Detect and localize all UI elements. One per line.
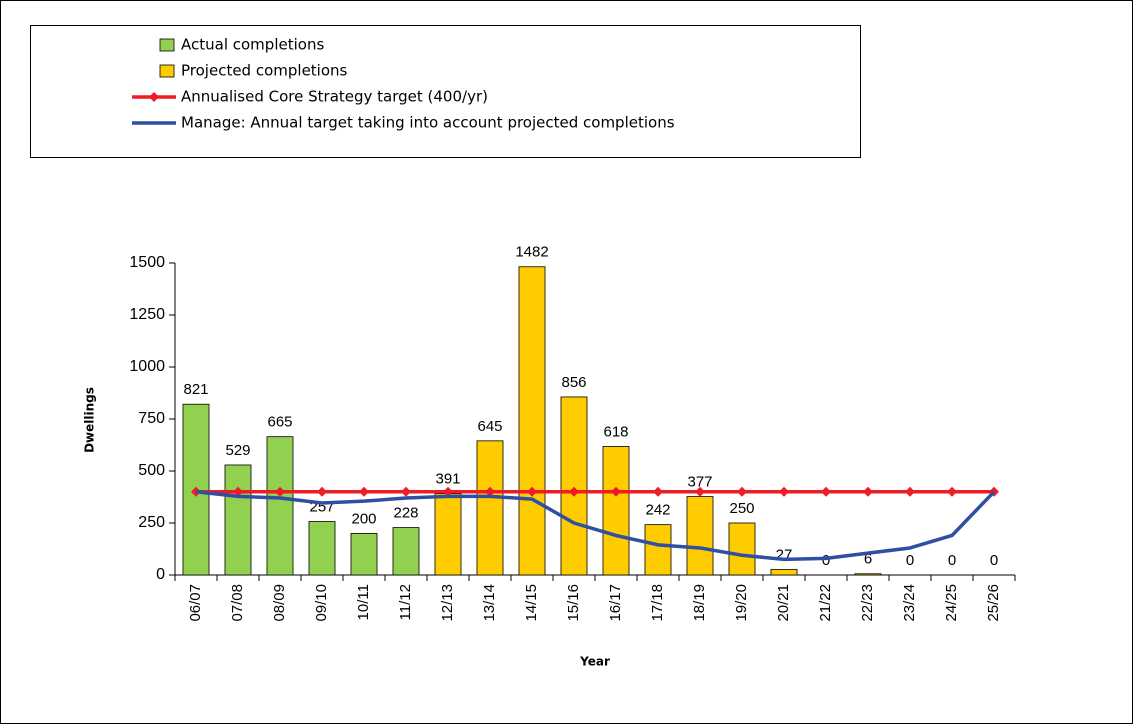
marker (737, 486, 747, 497)
x-tick-label: 16/17 (607, 584, 624, 622)
x-tick-label: 22/23 (859, 584, 876, 622)
x-tick-label: 10/11 (355, 584, 372, 620)
marker (275, 486, 285, 497)
x-tick-label: 25/26 (985, 584, 1002, 622)
x-tick-label: 07/08 (229, 584, 246, 622)
data-label: 377 (687, 474, 712, 491)
marker (821, 486, 831, 497)
marker (233, 486, 243, 497)
marker (863, 486, 873, 497)
data-label: 0 (822, 552, 830, 569)
bar (350, 533, 378, 576)
marker (527, 486, 537, 497)
bar (602, 446, 630, 576)
bar (644, 524, 672, 576)
x-tick-label: 12/13 (439, 584, 456, 622)
bar (476, 440, 504, 576)
y-tick-label: 1250 (129, 306, 165, 323)
marker (653, 486, 663, 497)
bar (434, 493, 462, 576)
bar (686, 496, 714, 576)
data-label: 250 (729, 500, 754, 517)
bar (560, 396, 588, 576)
data-label: 1482 (515, 244, 548, 261)
marker (401, 486, 411, 497)
legend-label: Manage: Annual target taking into accoun… (181, 114, 675, 132)
marker (317, 486, 327, 497)
marker (485, 486, 495, 497)
bar (518, 266, 546, 576)
marker (695, 486, 705, 497)
bar (266, 436, 294, 576)
y-tick-label: 0 (156, 566, 165, 583)
data-label: 242 (645, 502, 670, 519)
data-label: 228 (393, 505, 418, 522)
data-label: 529 (225, 442, 250, 459)
x-tick-label: 17/18 (649, 584, 666, 622)
x-tick-label: 19/20 (733, 584, 750, 622)
x-tick-label: 08/09 (271, 584, 288, 622)
bar (308, 521, 336, 576)
x-axis-label: Year (579, 655, 610, 669)
y-axis-label: Dwellings (83, 387, 97, 453)
legend-label: Annualised Core Strategy target (400/yr) (181, 88, 488, 106)
data-label: 0 (948, 552, 956, 569)
data-label: 0 (906, 552, 914, 569)
y-tick-label: 250 (138, 514, 165, 531)
data-label: 645 (477, 418, 502, 435)
data-label: 200 (351, 510, 376, 527)
bar (728, 522, 756, 576)
bar (854, 573, 882, 576)
y-tick-label: 500 (138, 462, 165, 479)
x-tick-label: 06/07 (187, 584, 204, 622)
data-label: 821 (183, 381, 208, 398)
legend-label: Projected completions (181, 62, 348, 80)
x-tick-label: 18/19 (691, 584, 708, 622)
y-tick-label: 1500 (129, 254, 165, 271)
y-tick-label: 1000 (129, 358, 165, 375)
marker (569, 486, 579, 497)
x-tick-label: 21/22 (817, 584, 834, 622)
data-label: 856 (561, 374, 586, 391)
x-tick-label: 24/25 (943, 584, 960, 622)
data-label: 6 (864, 551, 872, 568)
data-label: 618 (603, 423, 628, 440)
marker (779, 486, 789, 497)
y-tick-label: 750 (138, 410, 165, 427)
bar (224, 464, 252, 576)
bar (770, 568, 798, 576)
marker (443, 486, 453, 497)
x-tick-label: 14/15 (523, 584, 540, 622)
legend-marker (149, 92, 159, 102)
legend-label: Actual completions (181, 36, 324, 54)
x-tick-label: 11/12 (397, 584, 414, 620)
data-label: 665 (267, 414, 292, 431)
marker (947, 486, 957, 497)
data-label: 391 (435, 471, 460, 488)
line (195, 490, 996, 562)
legend-swatch (159, 64, 175, 78)
x-tick-label: 15/16 (565, 584, 582, 622)
bar (392, 527, 420, 576)
x-tick-label: 13/14 (481, 584, 498, 622)
x-tick-label: 20/21 (775, 584, 792, 622)
x-tick-label: 09/10 (313, 584, 330, 622)
data-label: 0 (990, 552, 998, 569)
marker (359, 486, 369, 497)
marker (611, 486, 621, 497)
x-tick-label: 23/24 (901, 584, 918, 622)
marker (905, 486, 915, 497)
legend-swatch (159, 38, 175, 52)
